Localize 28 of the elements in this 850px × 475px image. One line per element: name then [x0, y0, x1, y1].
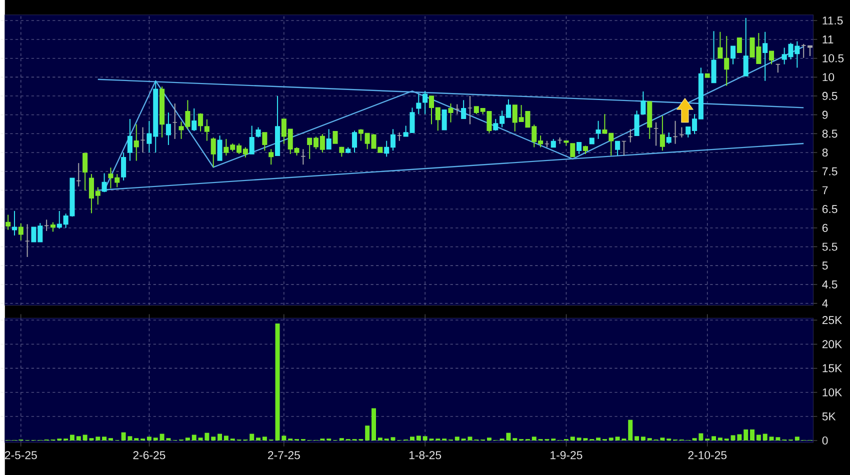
y-tick-label: 20K [822, 340, 842, 348]
y-tick-label: 9 [822, 110, 828, 119]
y-tick-label: 15K [822, 364, 842, 372]
y-tick-label: 8 [822, 148, 828, 156]
y-tick-label: 5K [822, 412, 836, 420]
y-tick-label: 8.5 [822, 130, 838, 138]
x-tick-label: 2-5-25 [5, 450, 37, 460]
y-tick-label: 6.5 [822, 204, 838, 213]
y-tick-label: 4.5 [822, 280, 838, 288]
x-tick-label: 1-8-25 [409, 450, 442, 460]
y-tick-label: 10.5 [822, 54, 844, 62]
x-tick-label: 2-7-25 [268, 450, 300, 460]
y-tick-label: 11 [822, 35, 834, 44]
y-tick-label: 4 [822, 299, 828, 308]
y-tick-label: 0 [822, 436, 828, 444]
y-tick-label: 7.5 [822, 167, 838, 176]
x-tick-label: 2-6-25 [133, 450, 166, 460]
y-tick-label: 5 [822, 262, 828, 270]
x-tick-label: 1-9-25 [550, 450, 582, 460]
y-tick-label: 25K [822, 316, 842, 324]
x-tick-label: 2-10-25 [688, 450, 727, 460]
y-tick-label: 7 [822, 186, 828, 194]
y-tick-label: 10 [822, 72, 834, 82]
y-tick-label: 9.5 [822, 92, 838, 100]
y-tick-label: 5.5 [822, 242, 838, 251]
y-tick-label: 11.5 [822, 16, 843, 24]
y-tick-label: 6 [822, 224, 828, 232]
y-tick-label: 10K [822, 388, 842, 396]
